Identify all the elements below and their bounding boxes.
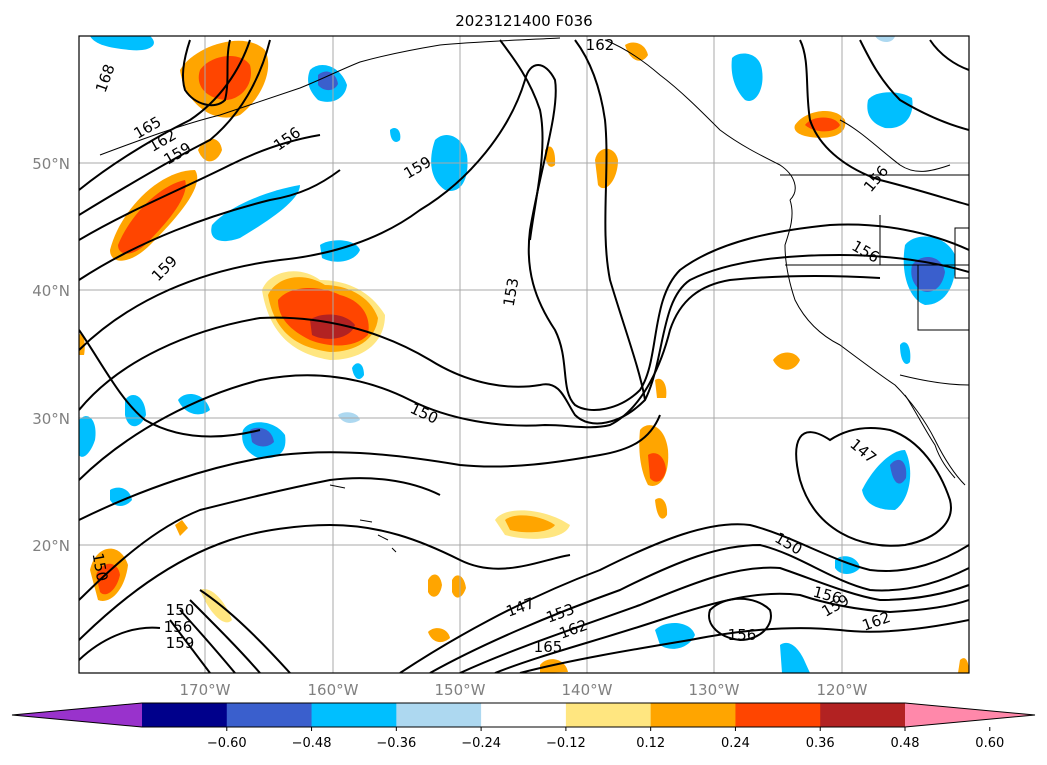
cold-patch [250, 427, 274, 447]
colorbar-segment [735, 703, 821, 727]
contour-label: 156 [164, 618, 193, 636]
lat-label: 20°N [32, 537, 70, 555]
map-frame [78, 35, 970, 674]
warm-patch [118, 180, 186, 254]
contour-label: 159 [166, 634, 195, 652]
colorbar-tick-label: 0.60 [975, 736, 1004, 751]
cold-patch [875, 36, 895, 42]
warm-patch [452, 575, 466, 598]
warm-patch [96, 563, 120, 595]
colorbar-segment [650, 703, 736, 727]
colorbar-extend-high [905, 703, 1035, 727]
latitude-labels: 50°N 40°N 30°N 20°N [32, 155, 70, 555]
cold-patch [780, 642, 810, 673]
colorbar-tick-label: −0.24 [461, 736, 501, 751]
colorbar-tick-label: −0.60 [207, 736, 247, 751]
map-panel: 168 165 162 159 156 162 159 156 159 156 … [79, 36, 969, 673]
colorbar-tick-label: −0.12 [546, 736, 586, 751]
lon-label: 170°W [180, 681, 231, 699]
colorbar-segment [311, 703, 397, 727]
contour-label: 162 [586, 36, 615, 54]
colorbar-segment [820, 703, 906, 727]
warm-patch [545, 146, 556, 167]
colorbar-tick-label: 0.36 [806, 736, 835, 751]
warm-patch [648, 453, 666, 482]
lat-label: 30°N [32, 410, 70, 428]
anomaly-shading [79, 36, 969, 673]
cold-patch [731, 53, 763, 101]
cold-patch [890, 459, 907, 484]
warm-patch [428, 574, 442, 597]
cold-patch [90, 36, 154, 51]
colorbar-tick-label: 0.12 [636, 736, 665, 751]
colorbar-segment [396, 703, 482, 727]
warm-patch [505, 515, 555, 533]
colorbar-tick-label: −0.36 [376, 736, 416, 751]
warm-patch [200, 589, 232, 623]
lat-label: 50°N [32, 155, 70, 173]
warm-patch [198, 138, 222, 162]
cold-patch [911, 256, 945, 292]
warm-patch [655, 498, 668, 519]
contour-label: 150 [89, 551, 112, 582]
height-contours [79, 39, 969, 673]
lon-label: 150°W [435, 681, 486, 699]
colorbar-tick-label: −0.48 [292, 736, 332, 751]
colorbar-outline [11, 702, 1036, 728]
colorbar-segment [142, 703, 228, 727]
contour-label: 153 [500, 276, 523, 307]
lon-label: 130°W [689, 681, 740, 699]
colorbar-segment [226, 703, 313, 727]
warm-patch [773, 352, 800, 370]
cold-patch [390, 128, 401, 142]
colorbar-extend-low [12, 703, 142, 727]
cold-patch [352, 363, 364, 380]
lon-label: 140°W [562, 681, 613, 699]
colorbar-segment [565, 703, 652, 727]
colorbar-tick-label: 0.48 [891, 736, 920, 751]
lat-label: 40°N [32, 282, 70, 300]
contour-label: 156 [728, 626, 757, 644]
warm-patch [428, 628, 450, 643]
contour-label: 165 [534, 638, 563, 656]
cold-patch [900, 342, 911, 365]
warm-patch [958, 658, 969, 673]
colorbar: −0.60 −0.48 −0.36 −0.24 −0.12 0.12 0.24 0.36 0.4… [11, 702, 1036, 751]
lon-label: 120°W [817, 681, 868, 699]
cold-patch [79, 416, 96, 457]
cold-patch [655, 623, 695, 649]
cold-patch [110, 487, 132, 506]
contour-label: 150 [166, 601, 195, 619]
colorbar-tick-label: 0.24 [721, 736, 750, 751]
warm-patch [655, 378, 667, 398]
warm-patch [175, 520, 188, 536]
warm-patch [625, 42, 648, 61]
lon-label: 160°W [308, 681, 359, 699]
colorbar-segment [481, 703, 567, 727]
longitude-labels: 170°W 160°W 150°W 140°W 130°W 120°W [180, 681, 868, 699]
map-title: 2023121400 F036 [455, 12, 592, 30]
